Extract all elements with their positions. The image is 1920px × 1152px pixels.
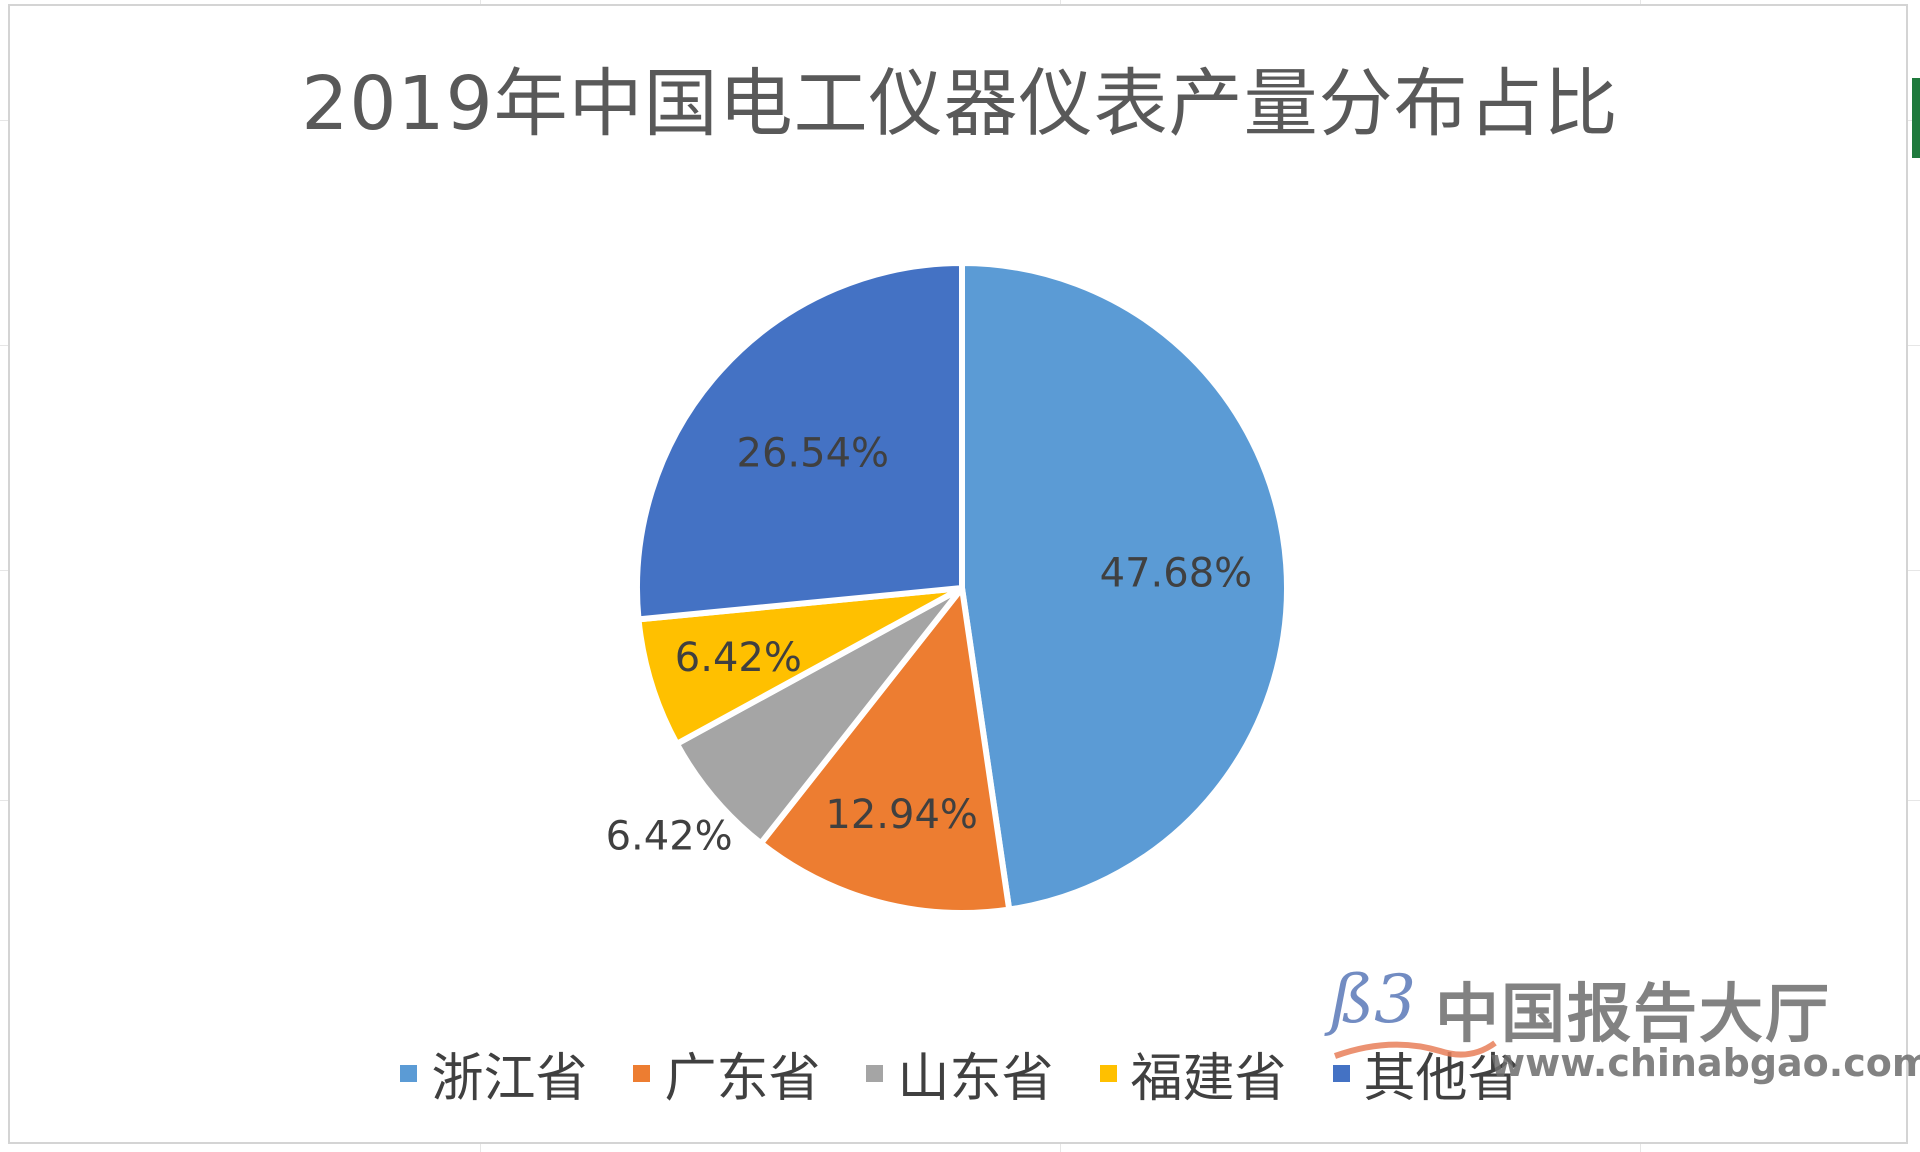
watermark-swoosh-icon (1333, 1040, 1497, 1059)
legend-swatch (1099, 1065, 1117, 1082)
legend-label: 其他省 (1363, 1049, 1520, 1109)
legend-item-zhejiang[interactable]: 浙江省 (400, 1036, 587, 1111)
legend-item-other[interactable]: 其他省 (1332, 1036, 1520, 1111)
legend-swatch (633, 1065, 651, 1082)
legend-item-shandong[interactable]: 山东省 (866, 1036, 1054, 1111)
data-label-shandong: 6.42% (606, 814, 733, 860)
legend-item-guangdong[interactable]: 广东省 (633, 1036, 820, 1111)
legend-label: 浙江省 (431, 1049, 588, 1109)
sheet-selection-edge (1912, 78, 1920, 158)
data-label-other: 26.54% (737, 431, 890, 477)
pie-slice-other[interactable] (634, 259, 965, 623)
watermark-name: 中国报告大厅 (1435, 978, 1831, 1052)
pie-chart[interactable]: 47.68% 12.94% 6.42% 6.42% 26.54% (10, 6, 1910, 1146)
legend-item-fujian[interactable]: 福建省 (1099, 1036, 1287, 1111)
watermark: ß3 中国报告大厅 www.chinabgao.com (1330, 961, 1920, 1111)
chart-legend: 浙江省 广东省 山东省 福建省 其他省 (10, 1036, 1910, 1111)
watermark-logo-icon: ß3 (1330, 961, 1417, 1038)
data-label-fujian: 6.42% (675, 635, 802, 681)
watermark-url: www.chinabgao.com (1490, 1041, 1920, 1085)
legend-label: 福建省 (1130, 1049, 1287, 1109)
pie-slice-guangdong[interactable] (756, 580, 1013, 916)
legend-label: 山东省 (897, 1049, 1054, 1109)
chart-title: 2019年中国电工仪器仪表产量分布占比 (301, 61, 1619, 147)
chart-area[interactable]: 2019年中国电工仪器仪表产量分布占比 47.68% 12.94% 6.42% 6.4… (8, 4, 1920, 1146)
pie-slice-zhejiang[interactable] (959, 259, 1290, 913)
legend-swatch (1332, 1065, 1350, 1082)
data-label-zhejiang: 47.68% (1100, 550, 1253, 596)
legend-swatch (866, 1065, 884, 1082)
legend-swatch (400, 1065, 418, 1082)
data-label-guangdong: 12.94% (825, 792, 978, 838)
legend-label: 广东省 (664, 1049, 821, 1109)
